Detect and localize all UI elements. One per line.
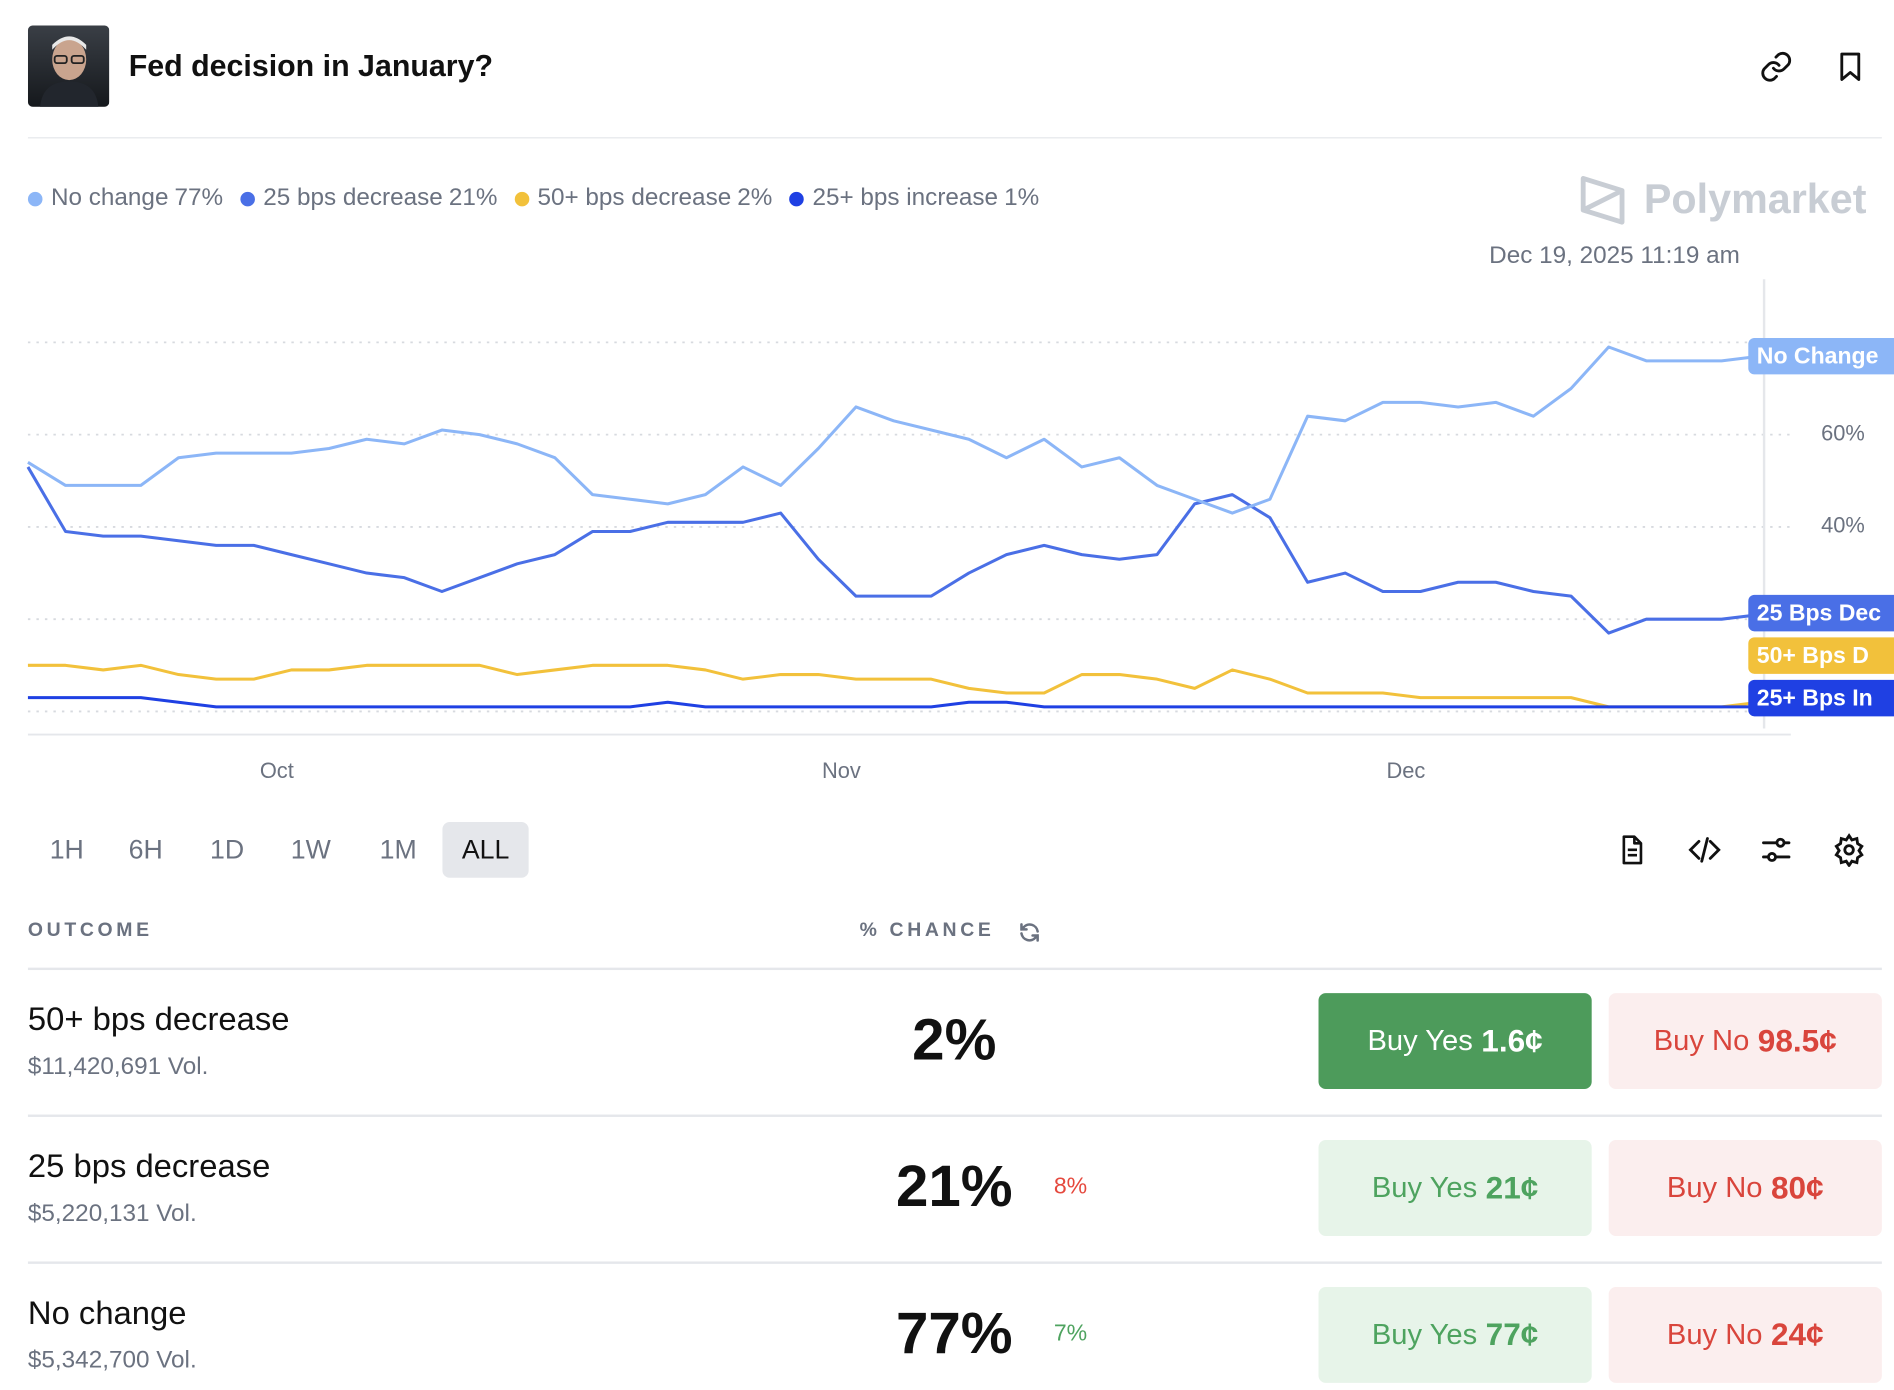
legend: No change 77% 25 bps decrease 21% 50+ bps de… bbox=[27, 184, 1039, 213]
time-range-button[interactable]: 6H bbox=[128, 834, 163, 865]
series-line bbox=[27, 663, 1760, 709]
y-tick-label: 40% bbox=[1821, 513, 1865, 538]
time-range-button[interactable]: ALL bbox=[442, 821, 529, 878]
buy-no-button[interactable]: Buy No 98.5¢ bbox=[1608, 993, 1882, 1090]
legend-dot bbox=[240, 191, 255, 206]
brand-name: Polymarket bbox=[1643, 176, 1867, 223]
outcome-volume: $11,420,691 Vol. bbox=[27, 1053, 209, 1080]
end-label-box bbox=[1748, 637, 1894, 674]
legend-item: 50+ bps decrease 2% bbox=[514, 185, 772, 213]
outcome-name: No change bbox=[27, 1294, 187, 1332]
outcome-chance: 21% bbox=[895, 1155, 1013, 1220]
price-chart: 40% 60% Oct Nov Dec 25+ Bps In 50+ Bps D 25 Bps… bbox=[26, 279, 1894, 783]
end-label-box bbox=[1748, 594, 1894, 632]
settings-icon[interactable] bbox=[1832, 833, 1866, 867]
hover-timestamp: Dec 19, 2025 11:19 am bbox=[1489, 242, 1740, 269]
row-divider bbox=[27, 1261, 1882, 1264]
change-value: 8% bbox=[1053, 1174, 1088, 1200]
button-label: Buy No bbox=[1653, 1024, 1750, 1057]
series-line bbox=[27, 696, 1760, 709]
legend-value: 21% bbox=[448, 184, 498, 212]
outcome-volume: $5,342,700 Vol. bbox=[27, 1347, 197, 1374]
end-label: No Change bbox=[1757, 343, 1879, 369]
x-tick-label: Nov bbox=[822, 758, 861, 783]
button-label: Buy Yes bbox=[1367, 1024, 1473, 1057]
legend-item: 25 bps decrease 21% bbox=[240, 185, 497, 213]
series-line bbox=[27, 345, 1760, 515]
buy-yes-button[interactable]: Buy Yes 21¢ bbox=[1318, 1140, 1592, 1236]
column-header: % CHANCE bbox=[859, 920, 995, 941]
time-range-button[interactable]: 1W bbox=[290, 834, 331, 865]
market-title: Fed decision in January? bbox=[128, 49, 494, 84]
legend-dot bbox=[27, 191, 43, 206]
legend-dot bbox=[514, 191, 529, 206]
y-tick-label: 60% bbox=[1821, 420, 1865, 445]
button-label: Buy Yes bbox=[1371, 1170, 1478, 1204]
button-price: 98.5¢ bbox=[1757, 1022, 1837, 1059]
time-range-button[interactable]: 1D bbox=[209, 834, 245, 865]
legend-label: 25 bps decrease bbox=[263, 184, 443, 212]
button-price: 80¢ bbox=[1770, 1169, 1824, 1206]
divider bbox=[27, 137, 1882, 139]
market-image bbox=[27, 25, 110, 107]
end-label-box bbox=[1748, 679, 1894, 717]
row-divider bbox=[27, 1114, 1882, 1117]
button-price: 77¢ bbox=[1485, 1316, 1539, 1353]
buy-yes-button[interactable]: Buy Yes 77¢ bbox=[1318, 1286, 1592, 1383]
legend-item: 25+ bps increase 1% bbox=[789, 185, 1039, 213]
button-price: 1.6¢ bbox=[1481, 1022, 1543, 1059]
link-icon[interactable] bbox=[1759, 50, 1793, 84]
row-divider bbox=[27, 967, 1882, 970]
outcome-chance: 2% bbox=[912, 1008, 997, 1073]
legend-value: 77% bbox=[174, 184, 224, 212]
filter-icon[interactable] bbox=[1759, 833, 1793, 867]
end-label: 50+ Bps D bbox=[1757, 642, 1869, 668]
legend-dot bbox=[789, 191, 804, 206]
embed-icon[interactable] bbox=[1688, 833, 1722, 867]
rules-icon[interactable] bbox=[1616, 833, 1648, 867]
brand-logo bbox=[1580, 176, 1625, 225]
buy-no-button[interactable]: Buy No 24¢ bbox=[1608, 1286, 1882, 1383]
legend-label: 25+ bps increase bbox=[812, 184, 999, 212]
buy-yes-button[interactable]: Buy Yes 1.6¢ bbox=[1318, 993, 1592, 1090]
x-tick-label: Oct bbox=[260, 758, 294, 783]
end-label: 25+ Bps In bbox=[1757, 684, 1873, 710]
legend-item: No change 77% bbox=[27, 184, 224, 213]
button-label: Buy No bbox=[1666, 1317, 1763, 1351]
button-label: Buy No bbox=[1666, 1170, 1763, 1204]
refresh-icon[interactable] bbox=[1017, 920, 1041, 944]
legend-value: 2% bbox=[737, 184, 773, 212]
time-range-button[interactable]: 1H bbox=[49, 834, 84, 865]
end-label: 25 Bps Dec bbox=[1757, 599, 1881, 625]
button-label: Buy Yes bbox=[1371, 1317, 1478, 1351]
column-header: OUTCOME bbox=[27, 920, 153, 941]
buy-no-button[interactable]: Buy No 80¢ bbox=[1608, 1140, 1882, 1236]
outcome-volume: $5,220,131 Vol. bbox=[27, 1200, 197, 1227]
x-tick-label: Dec bbox=[1386, 758, 1425, 783]
end-label-box bbox=[1748, 338, 1894, 375]
outcome-chance: 77% bbox=[895, 1302, 1013, 1367]
time-range-button[interactable]: 1M bbox=[379, 834, 417, 865]
legend-value: 1% bbox=[1004, 184, 1040, 212]
legend-label: 50+ bps decrease bbox=[537, 184, 732, 212]
button-price: 21¢ bbox=[1485, 1169, 1539, 1206]
legend-label: No change bbox=[50, 184, 169, 212]
outcome-name: 50+ bps decrease bbox=[27, 1001, 290, 1038]
button-price: 24¢ bbox=[1770, 1316, 1824, 1353]
bookmark-icon[interactable] bbox=[1833, 49, 1867, 85]
change-value: 7% bbox=[1053, 1320, 1088, 1347]
series-line bbox=[26, 466, 1760, 635]
outcome-name: 25 bps decrease bbox=[27, 1147, 271, 1185]
